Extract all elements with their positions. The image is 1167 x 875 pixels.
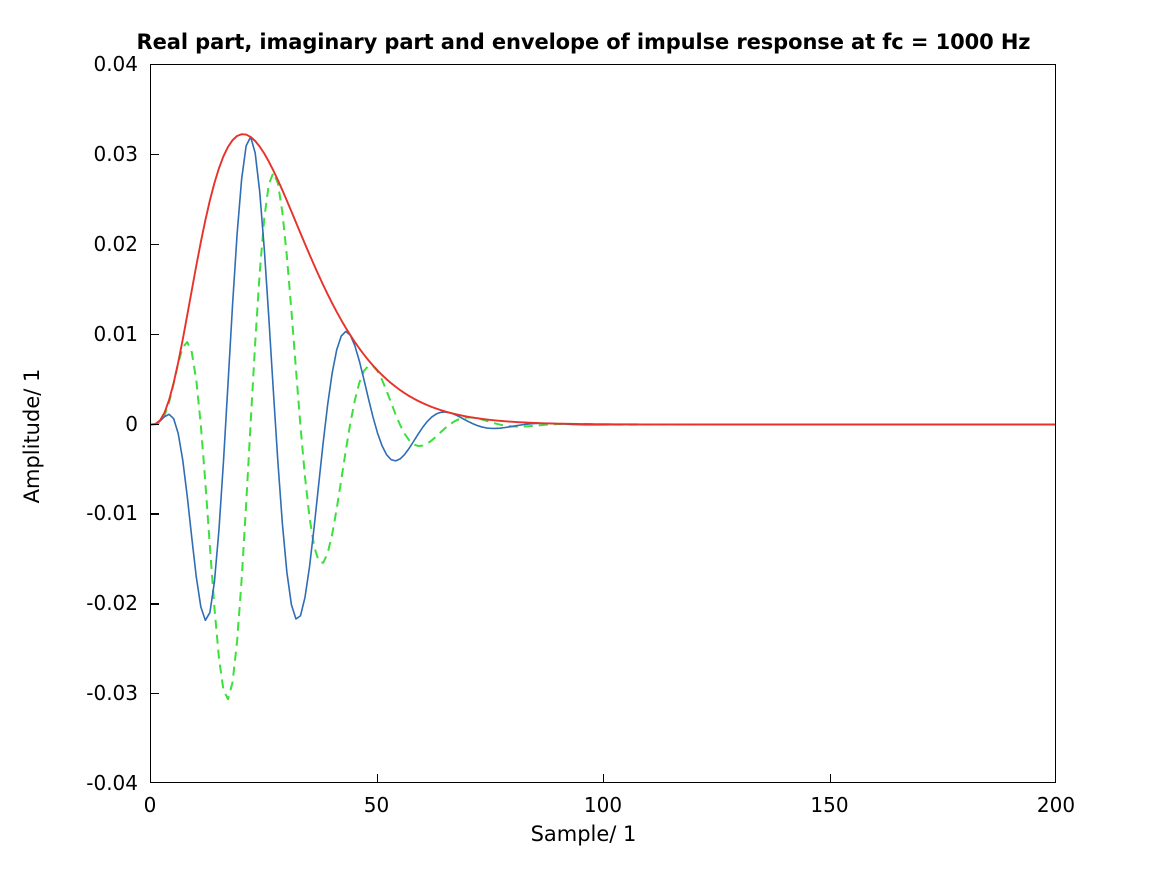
y-tick-label: -0.03 (86, 681, 138, 706)
series-envelope (151, 133, 1055, 426)
x-tick-label: 200 (1036, 793, 1076, 817)
y-tick-mark (150, 243, 159, 246)
y-tick-mark (150, 603, 159, 605)
plot-svg (151, 133, 1055, 701)
series-imaginary-part (151, 171, 1055, 701)
x-tick-label: 0 (143, 793, 157, 817)
x-tick-mark (376, 774, 378, 783)
y-tick-label: 0.01 (93, 321, 138, 346)
y-tick-mark (150, 693, 159, 695)
x-tick-mark (829, 774, 831, 783)
x-tick-mark (603, 774, 605, 783)
y-tick-mark (150, 423, 159, 425)
x-tick-label: 50 (363, 793, 390, 817)
plot-area (150, 64, 1056, 783)
y-tick-label: -0.04 (86, 771, 138, 795)
series-real-part (151, 136, 1055, 622)
y-tick-label: -0.02 (86, 591, 138, 616)
chart-title: Real part, imaginary part and envelope o… (136, 30, 1031, 54)
y-tick-mark (150, 333, 159, 335)
y-tick-mark (150, 513, 159, 515)
x-tick-label: 100 (583, 793, 623, 817)
y-tick-label: 0.02 (93, 231, 138, 256)
y-axis-label: Amplitude/ 1 (20, 368, 44, 504)
y-tick-label: 0.03 (93, 141, 138, 166)
y-tick-label: 0 (125, 411, 138, 436)
y-tick-mark (150, 153, 159, 156)
y-tick-label: 0.04 (93, 52, 138, 76)
x-axis-label: Sample/ 1 (530, 822, 637, 846)
y-tick-label: -0.01 (86, 501, 138, 526)
x-tick-label: 150 (810, 793, 849, 817)
